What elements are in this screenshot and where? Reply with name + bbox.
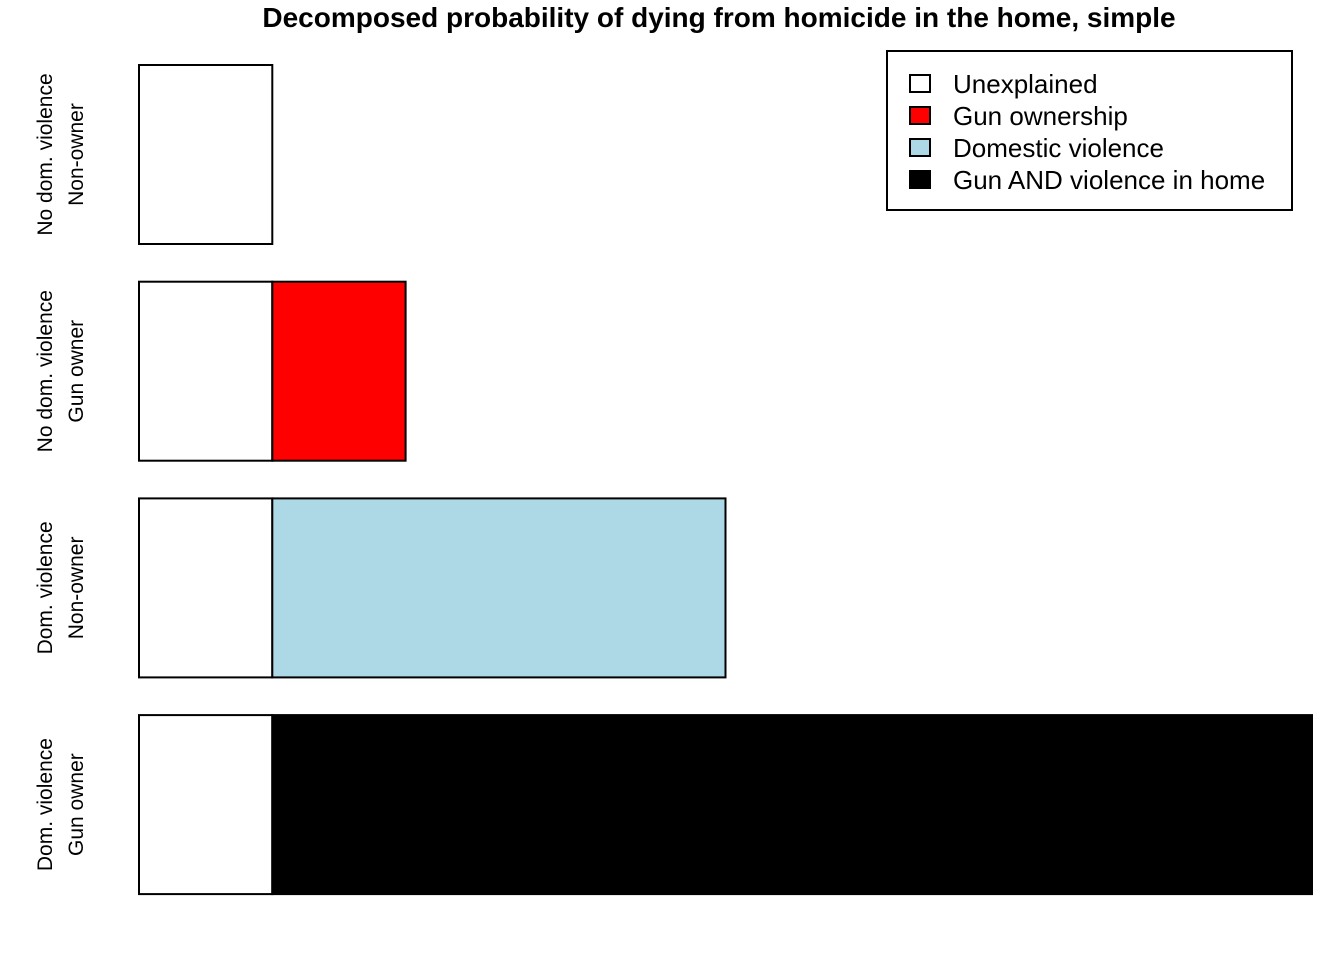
legend-swatch-domestic-violence [909,138,931,157]
legend-swatch-gun-ownership [909,106,931,125]
bar-segment-gun-and-violence-in-home-4 [271,714,1313,896]
category-label-1-line-2: Non-owner [65,103,88,206]
bar-segment-domestic-violence-3 [271,497,727,679]
legend-box [886,50,1293,211]
category-label-1-line-1: No dom. violence [34,73,57,235]
legend-label-gun-and-violence-in-home: Gun AND violence in home [953,165,1265,195]
category-label-3-line-2: Non-owner [65,537,88,640]
bar-segment-unexplained-2 [138,280,274,462]
category-label-4-line-1: Dom. violence [34,738,57,871]
bar-segment-unexplained-3 [138,497,274,679]
chart-title: Decomposed probability of dying from hom… [262,2,1175,33]
legend-swatch-unexplained [909,74,931,93]
bar-segment-unexplained-1 [138,64,274,245]
category-label-2-line-1: No dom. violence [34,290,57,452]
legend-label-domestic-violence: Domestic violence [953,133,1164,163]
legend-swatch-gun-and-violence-in-home [909,170,931,189]
bar-segment-unexplained-4 [138,714,274,896]
category-labels: No dom. violence Non-owner No dom. violenc… [34,73,88,871]
bars-group [138,64,1313,896]
legend-label-unexplained: Unexplained [953,69,1098,99]
bar-segment-gun-ownership-2 [271,280,407,462]
category-label-4-line-2: Gun owner [65,753,88,856]
category-label-2-line-2: Gun owner [65,320,88,423]
legend-label-gun-ownership: Gun ownership [953,101,1128,131]
category-label-3-line-1: Dom. violence [34,521,57,654]
